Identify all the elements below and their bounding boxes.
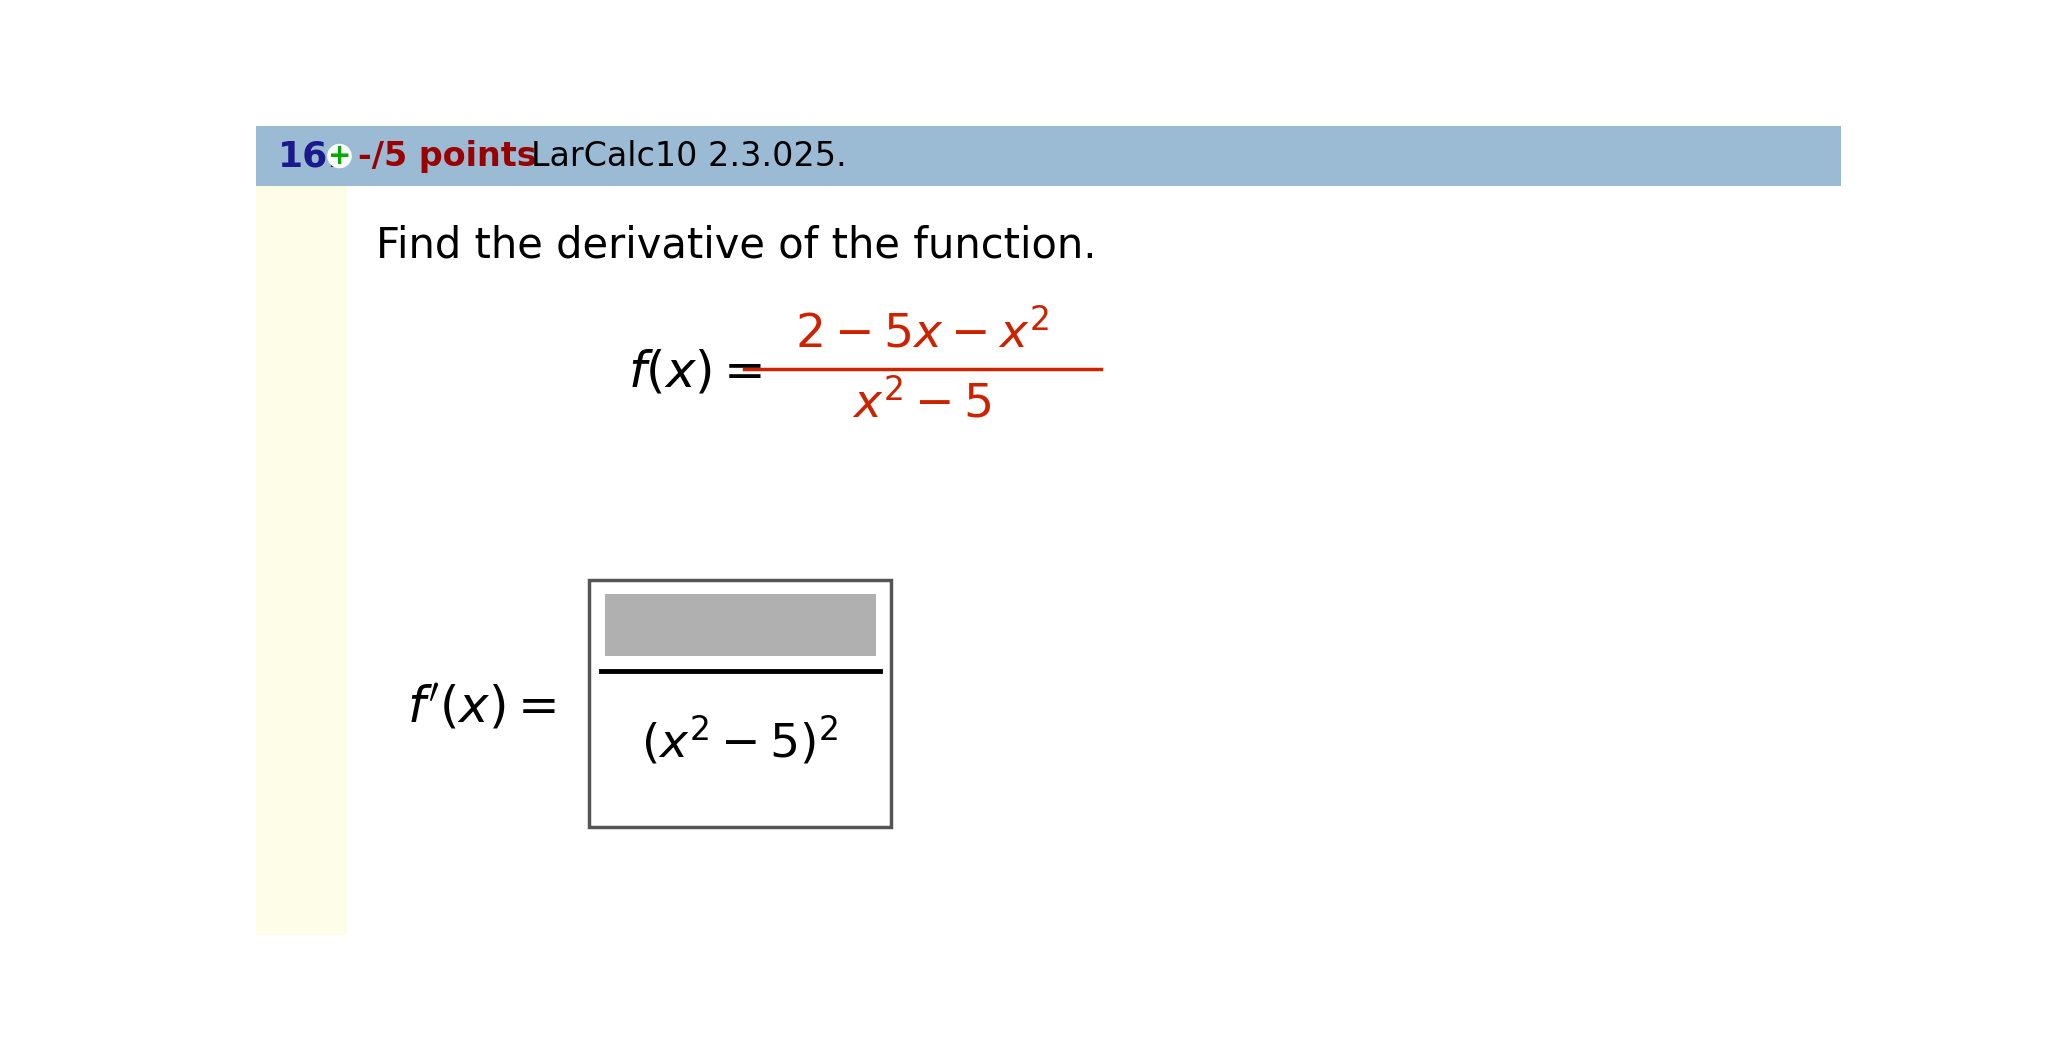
Text: $x^2 - 5$: $x^2 - 5$: [853, 380, 992, 426]
Text: $f(x) =$: $f(x) =$: [628, 349, 763, 397]
Text: $\left(x^2-5\right)^2$: $\left(x^2-5\right)^2$: [642, 714, 839, 766]
Text: $2 - 5x - x^2$: $2 - 5x - x^2$: [796, 311, 1050, 357]
FancyBboxPatch shape: [604, 594, 876, 656]
Text: -/5 points: -/5 points: [358, 140, 536, 172]
FancyBboxPatch shape: [256, 186, 348, 935]
Text: LarCalc10 2.3.025.: LarCalc10 2.3.025.: [530, 140, 847, 172]
Text: Find the derivative of the function.: Find the derivative of the function.: [376, 225, 1097, 267]
Circle shape: [327, 145, 352, 168]
FancyBboxPatch shape: [589, 581, 892, 826]
FancyBboxPatch shape: [256, 126, 1841, 186]
Text: +: +: [327, 142, 352, 170]
Text: $f'(x) =$: $f'(x) =$: [407, 682, 557, 732]
Text: 16.: 16.: [278, 139, 342, 173]
